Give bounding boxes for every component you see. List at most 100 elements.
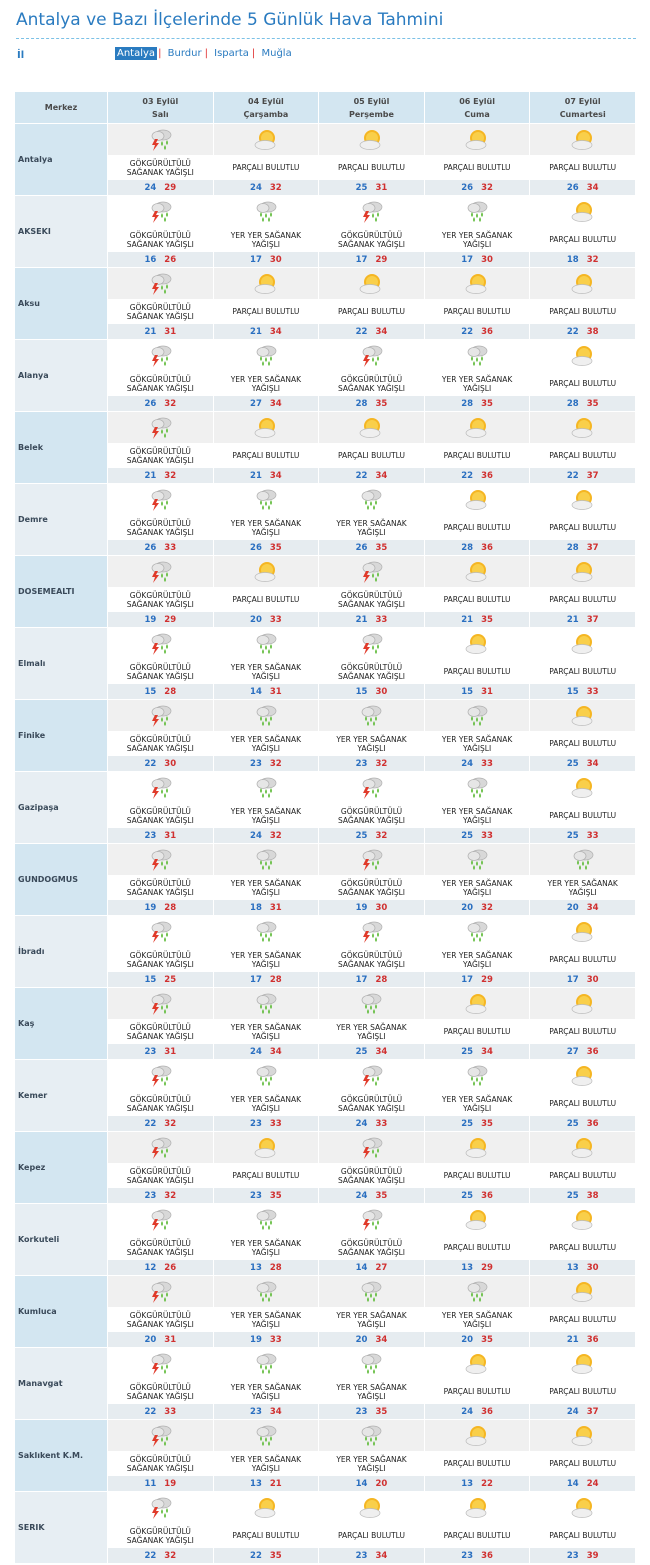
rain-shower-icon [358, 1280, 384, 1304]
partly-cloudy-icon [253, 560, 279, 584]
min-temperature: 23 [250, 1118, 262, 1129]
forecast-description: PARÇALI BULUTLU [213, 444, 319, 467]
max-temperature: 37 [586, 542, 599, 553]
forecast-temperatures: 14 27 [319, 1260, 424, 1275]
forecast-row-icons: Aksu [15, 268, 635, 339]
header-weekday: Cuma [464, 109, 490, 119]
forecast-icon-cell [213, 1060, 319, 1091]
min-temperature: 25 [461, 1190, 474, 1201]
forecast-row-icons: Elmalı [15, 628, 635, 699]
description-line: GÖKGÜRÜLTÜLÜ [129, 1094, 191, 1104]
forecast-icon-cell [213, 1132, 319, 1163]
max-temperature: 28 [164, 686, 177, 697]
max-temperature: 34 [269, 470, 282, 481]
min-temperature: 13 [250, 1262, 262, 1273]
description-line: YAĞIŞLI [357, 1391, 386, 1401]
forecast-icon-cell [319, 484, 424, 515]
max-temperature: 32 [164, 1118, 177, 1129]
forecast-icon-cell [108, 772, 213, 803]
forecast-temperatures: 22 36 [424, 324, 530, 339]
min-temperature: 28 [355, 398, 368, 409]
forecast-temperatures: 25 34 [530, 756, 635, 771]
rain-shower-icon [464, 704, 490, 728]
thunderstorm-icon [358, 776, 384, 800]
forecast-row-temperatures: 26 32 27 34 28 35 28 35 28 35 [15, 396, 635, 411]
min-temperature: 17 [250, 974, 262, 985]
forecast-icon-cell [424, 700, 530, 731]
description-line: SAĞANAK YAĞIŞLI [337, 599, 406, 609]
forecast-row-descriptions: GÖKGÜRÜLTÜLÜ SAĞANAK YAĞIŞLI YER YER SAĞAN… [15, 1308, 635, 1331]
forecast-description: PARÇALI BULUTLU [213, 1524, 319, 1547]
forecast-icon-cell [424, 340, 530, 371]
forecast-temperatures: 28 36 [424, 540, 530, 555]
description-line: PARÇALI BULUTLU [443, 1243, 511, 1252]
min-temperature: 22 [144, 758, 157, 769]
max-temperature: 35 [481, 614, 493, 625]
forecast-body: Antalya GÖKGÜRÜLTÜLÜ SAĞANAK YAĞIŞLI PARÇAL… [15, 124, 635, 1563]
min-temperature: 28 [461, 542, 474, 553]
forecast-description: GÖKGÜRÜLTÜLÜ SAĞANAK YAĞIŞLI [319, 1164, 424, 1187]
max-temperature: 30 [481, 254, 493, 265]
description-line: YER YER SAĞANAK [336, 518, 407, 528]
city-name: Finike [15, 700, 107, 771]
forecast-row-icons: Kemer [15, 1060, 635, 1131]
forecast-row-descriptions: GÖKGÜRÜLTÜLÜ SAĞANAK YAĞIŞLI YER YER SAĞAN… [15, 876, 635, 899]
forecast-icon-cell [108, 124, 213, 155]
description-line: SAĞANAK YAĞIŞLI [337, 383, 406, 393]
forecast-row-descriptions: GÖKGÜRÜLTÜLÜ SAĞANAK YAĞIŞLI YER YER SAĞAN… [15, 1092, 635, 1115]
min-temperature: 20 [566, 902, 579, 913]
forecast-icon-cell [213, 196, 319, 227]
forecast-description: YER YER SAĞANAK YAĞIŞLI [213, 660, 319, 683]
header-day-2: 04 Eylül Çarşamba [213, 92, 319, 123]
forecast-temperatures: 20 34 [319, 1332, 424, 1347]
forecast-icon-cell [108, 1060, 213, 1091]
rain-shower-icon [358, 992, 384, 1016]
description-line: PARÇALI BULUTLU [338, 163, 405, 172]
max-temperature: 36 [481, 542, 493, 553]
description-line: PARÇALI BULUTLU [338, 1531, 405, 1540]
description-line: YAĞIŞLI [251, 959, 280, 969]
min-temperature: 24 [144, 182, 157, 193]
description-line: PARÇALI BULUTLU [549, 379, 617, 388]
description-line: SAĞANAK YAĞIŞLI [337, 959, 406, 969]
thunderstorm-icon [147, 1424, 173, 1448]
max-temperature: 19 [164, 1478, 177, 1489]
forecast-description: GÖKGÜRÜLTÜLÜ SAĞANAK YAĞIŞLI [319, 588, 424, 611]
province-link-isparta[interactable]: Isparta [214, 48, 249, 59]
province-link-burdur[interactable]: Burdur [167, 48, 202, 59]
max-temperature: 32 [481, 902, 493, 913]
description-line: SAĞANAK YAĞIŞLI [126, 1175, 194, 1185]
min-temperature: 22 [461, 470, 474, 481]
thunderstorm-icon [147, 1280, 173, 1304]
description-line: SAĞANAK YAĞIŞLI [126, 1103, 194, 1113]
forecast-icon-cell [213, 1492, 319, 1523]
min-temperature: 26 [250, 542, 262, 553]
forecast-description: YER YER SAĞANAK YAĞIŞLI [213, 1308, 319, 1331]
min-temperature: 22 [355, 326, 368, 337]
max-temperature: 21 [269, 1478, 282, 1489]
description-line: YAĞIŞLI [462, 743, 492, 753]
max-temperature: 29 [481, 974, 493, 985]
description-line: PARÇALI BULUTLU [549, 1171, 617, 1180]
forecast-temperatures: 19 29 [108, 612, 213, 627]
min-temperature: 26 [144, 398, 157, 409]
description-line: YER YER SAĞANAK [441, 734, 513, 744]
forecast-description: YER YER SAĞANAK YAĞIŞLI [213, 1452, 319, 1475]
province-link-mugla[interactable]: Muğla [261, 48, 292, 59]
thunderstorm-icon [147, 128, 173, 152]
forecast-icon-cell [319, 1492, 424, 1523]
forecast-temperatures: 21 32 [108, 468, 213, 483]
forecast-icon-cell [424, 916, 530, 947]
rain-shower-icon [358, 1424, 384, 1448]
thunderstorm-icon [147, 200, 173, 224]
forecast-temperatures: 16 26 [108, 252, 213, 267]
forecast-icon-cell [424, 556, 530, 587]
forecast-icon-cell [530, 916, 635, 947]
forecast-temperatures: 13 22 [424, 1476, 530, 1491]
description-line: YAĞIŞLI [251, 887, 280, 897]
max-temperature: 26 [164, 254, 177, 265]
province-link-antalya[interactable]: Antalya [115, 47, 158, 60]
max-temperature: 35 [375, 542, 388, 553]
forecast-description: GÖKGÜRÜLTÜLÜ SAĞANAK YAĞIŞLI [108, 660, 213, 683]
min-temperature: 15 [144, 974, 157, 985]
